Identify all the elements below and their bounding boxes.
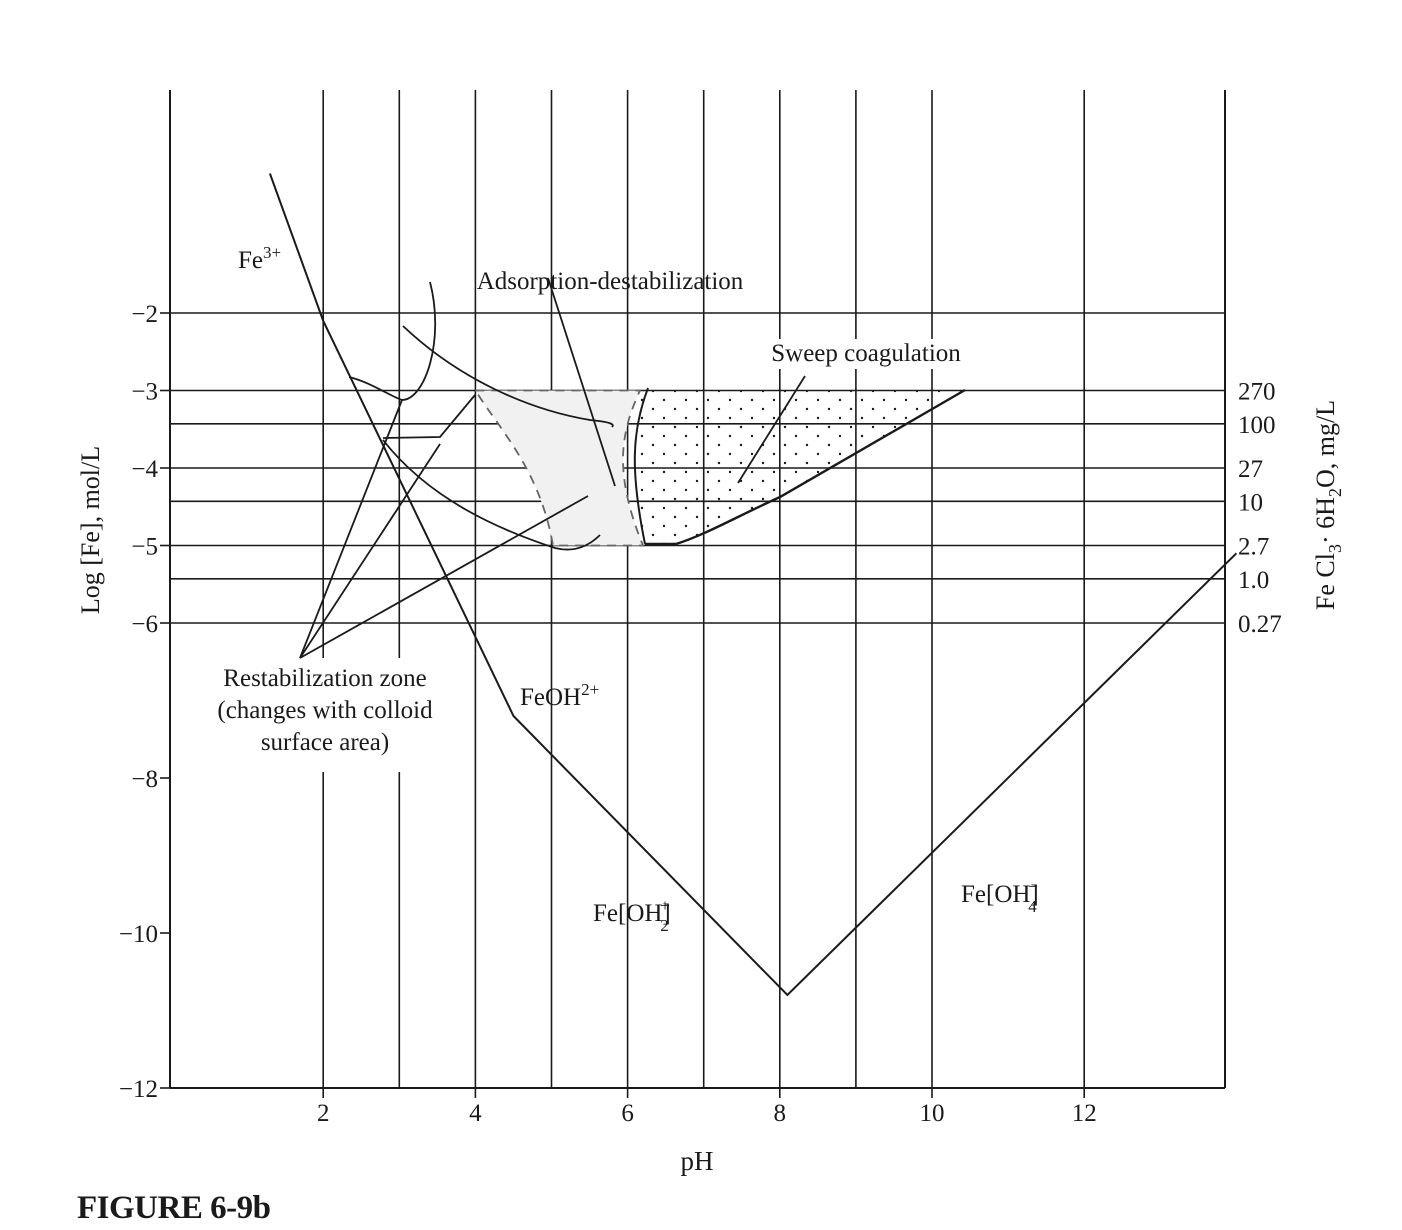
x-tick-label: 10 — [920, 1100, 945, 1127]
label-fe3plus: Fe3+ — [238, 243, 281, 274]
y-tick-label: −4 — [131, 456, 158, 483]
secondary-y-axis-title: Fe Cl3· 6H2O, mg/L — [1311, 400, 1345, 610]
restabilization-curve-top — [401, 281, 437, 401]
label-feoh2-plus: Fe[OH]+ 2 — [593, 896, 671, 935]
x-tick-label: 6 — [621, 1100, 634, 1127]
y-tick-label: −3 — [131, 379, 158, 406]
secondary-y-tick-label: 2.7 — [1238, 534, 1269, 561]
label-feoh2plus: FeOH2+ — [520, 680, 599, 711]
secondary-y-tick-label: 1.0 — [1238, 567, 1269, 594]
x-tick-label: 2 — [317, 1100, 330, 1127]
y-tick-label: −5 — [131, 534, 158, 561]
sweep-label-backing — [760, 339, 972, 369]
restabilization-zone-label: surface area) — [261, 729, 389, 756]
restabilization-curve-top — [348, 376, 403, 401]
x-tick-label: 8 — [774, 1100, 787, 1127]
adsorption-leader-line — [547, 277, 616, 487]
restabilization-leader — [299, 399, 403, 659]
secondary-y-tick-label: 270 — [1238, 379, 1276, 406]
secondary-y-tick-label: 27 — [1238, 456, 1263, 483]
secondary-y-tick-label: 100 — [1238, 412, 1276, 439]
y-tick-label: −10 — [119, 921, 158, 948]
y-axis-title: Log [Fe], mol/L — [76, 446, 105, 614]
coagulation-chart: −2 −3 −4 −5 −6 −8 −10 −12 2 4 6 8 10 12 270 100 27 10 2.7 1… — [76, 90, 1345, 1176]
sweep-coagulation-region — [633, 390, 965, 546]
restabilization-zone-label: (changes with colloid — [217, 697, 433, 724]
restabilization-curve-step — [382, 394, 476, 439]
y-tick-label: −2 — [131, 301, 158, 328]
label-feoh4-minus: Fe[OH]− 4 — [961, 877, 1039, 916]
adsorption-destabilization-label: Adsorption-destabilization — [477, 268, 744, 295]
restabilization-leader — [299, 443, 441, 659]
y-tick-label: −6 — [131, 611, 158, 638]
adsorption-destabilization-region — [473, 389, 645, 547]
x-tick-label: 12 — [1072, 1100, 1097, 1127]
restabilization-zone-label: Restabilization zone — [223, 665, 426, 692]
y-tick-label: −12 — [119, 1076, 158, 1103]
secondary-y-tick-label: 10 — [1238, 489, 1263, 516]
sweep-boundary-line — [645, 388, 966, 546]
sweep-left-boundary — [633, 387, 649, 545]
y-tick-label: −8 — [131, 766, 158, 793]
restabilization-leader — [299, 495, 589, 659]
restabilization-label-backing — [200, 661, 450, 757]
x-tick-label: 4 — [469, 1100, 482, 1127]
sweep-leader-line — [737, 375, 806, 484]
sweep-coagulation-label: Sweep coagulation — [771, 340, 961, 367]
figure-caption: FIGURE 6-9b — [77, 1190, 271, 1226]
restabilization-curve-mid — [402, 325, 614, 428]
x-axis-title: pH — [681, 1146, 714, 1176]
solubility-boundary-line — [268, 173, 1238, 997]
secondary-y-tick-label: 0.27 — [1238, 611, 1282, 638]
